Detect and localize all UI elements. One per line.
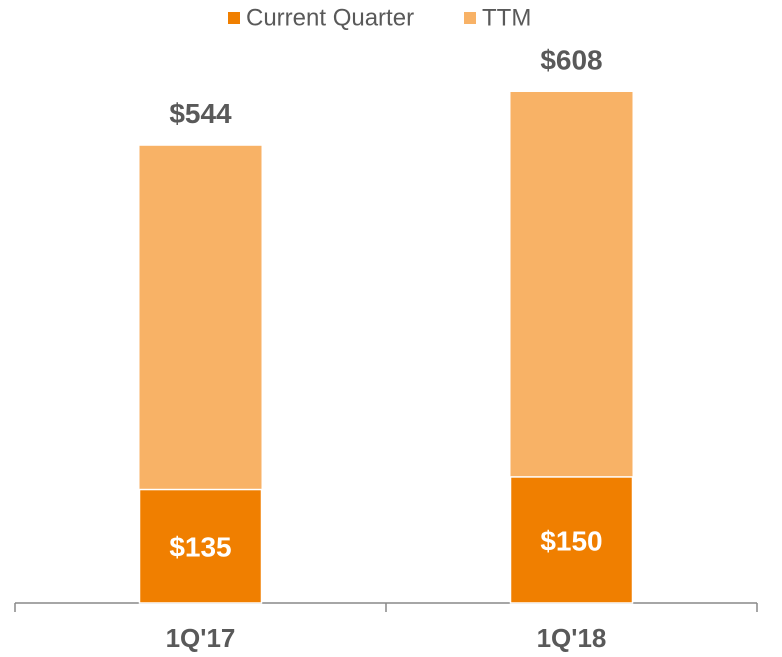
value-label: $135 [169,532,231,563]
bar [138,488,263,604]
legend-label: TTM [482,4,531,31]
value-label: $608 [540,44,602,75]
legend-swatch [464,12,476,24]
legend-swatch [228,12,240,24]
x-tick-label: 1Q'18 [537,623,607,653]
value-label: $150 [540,525,602,556]
bar [509,476,634,604]
legend-label: Current Quarter [246,4,414,31]
x-tick-label: 1Q'17 [166,623,236,653]
value-label: $544 [169,98,232,129]
